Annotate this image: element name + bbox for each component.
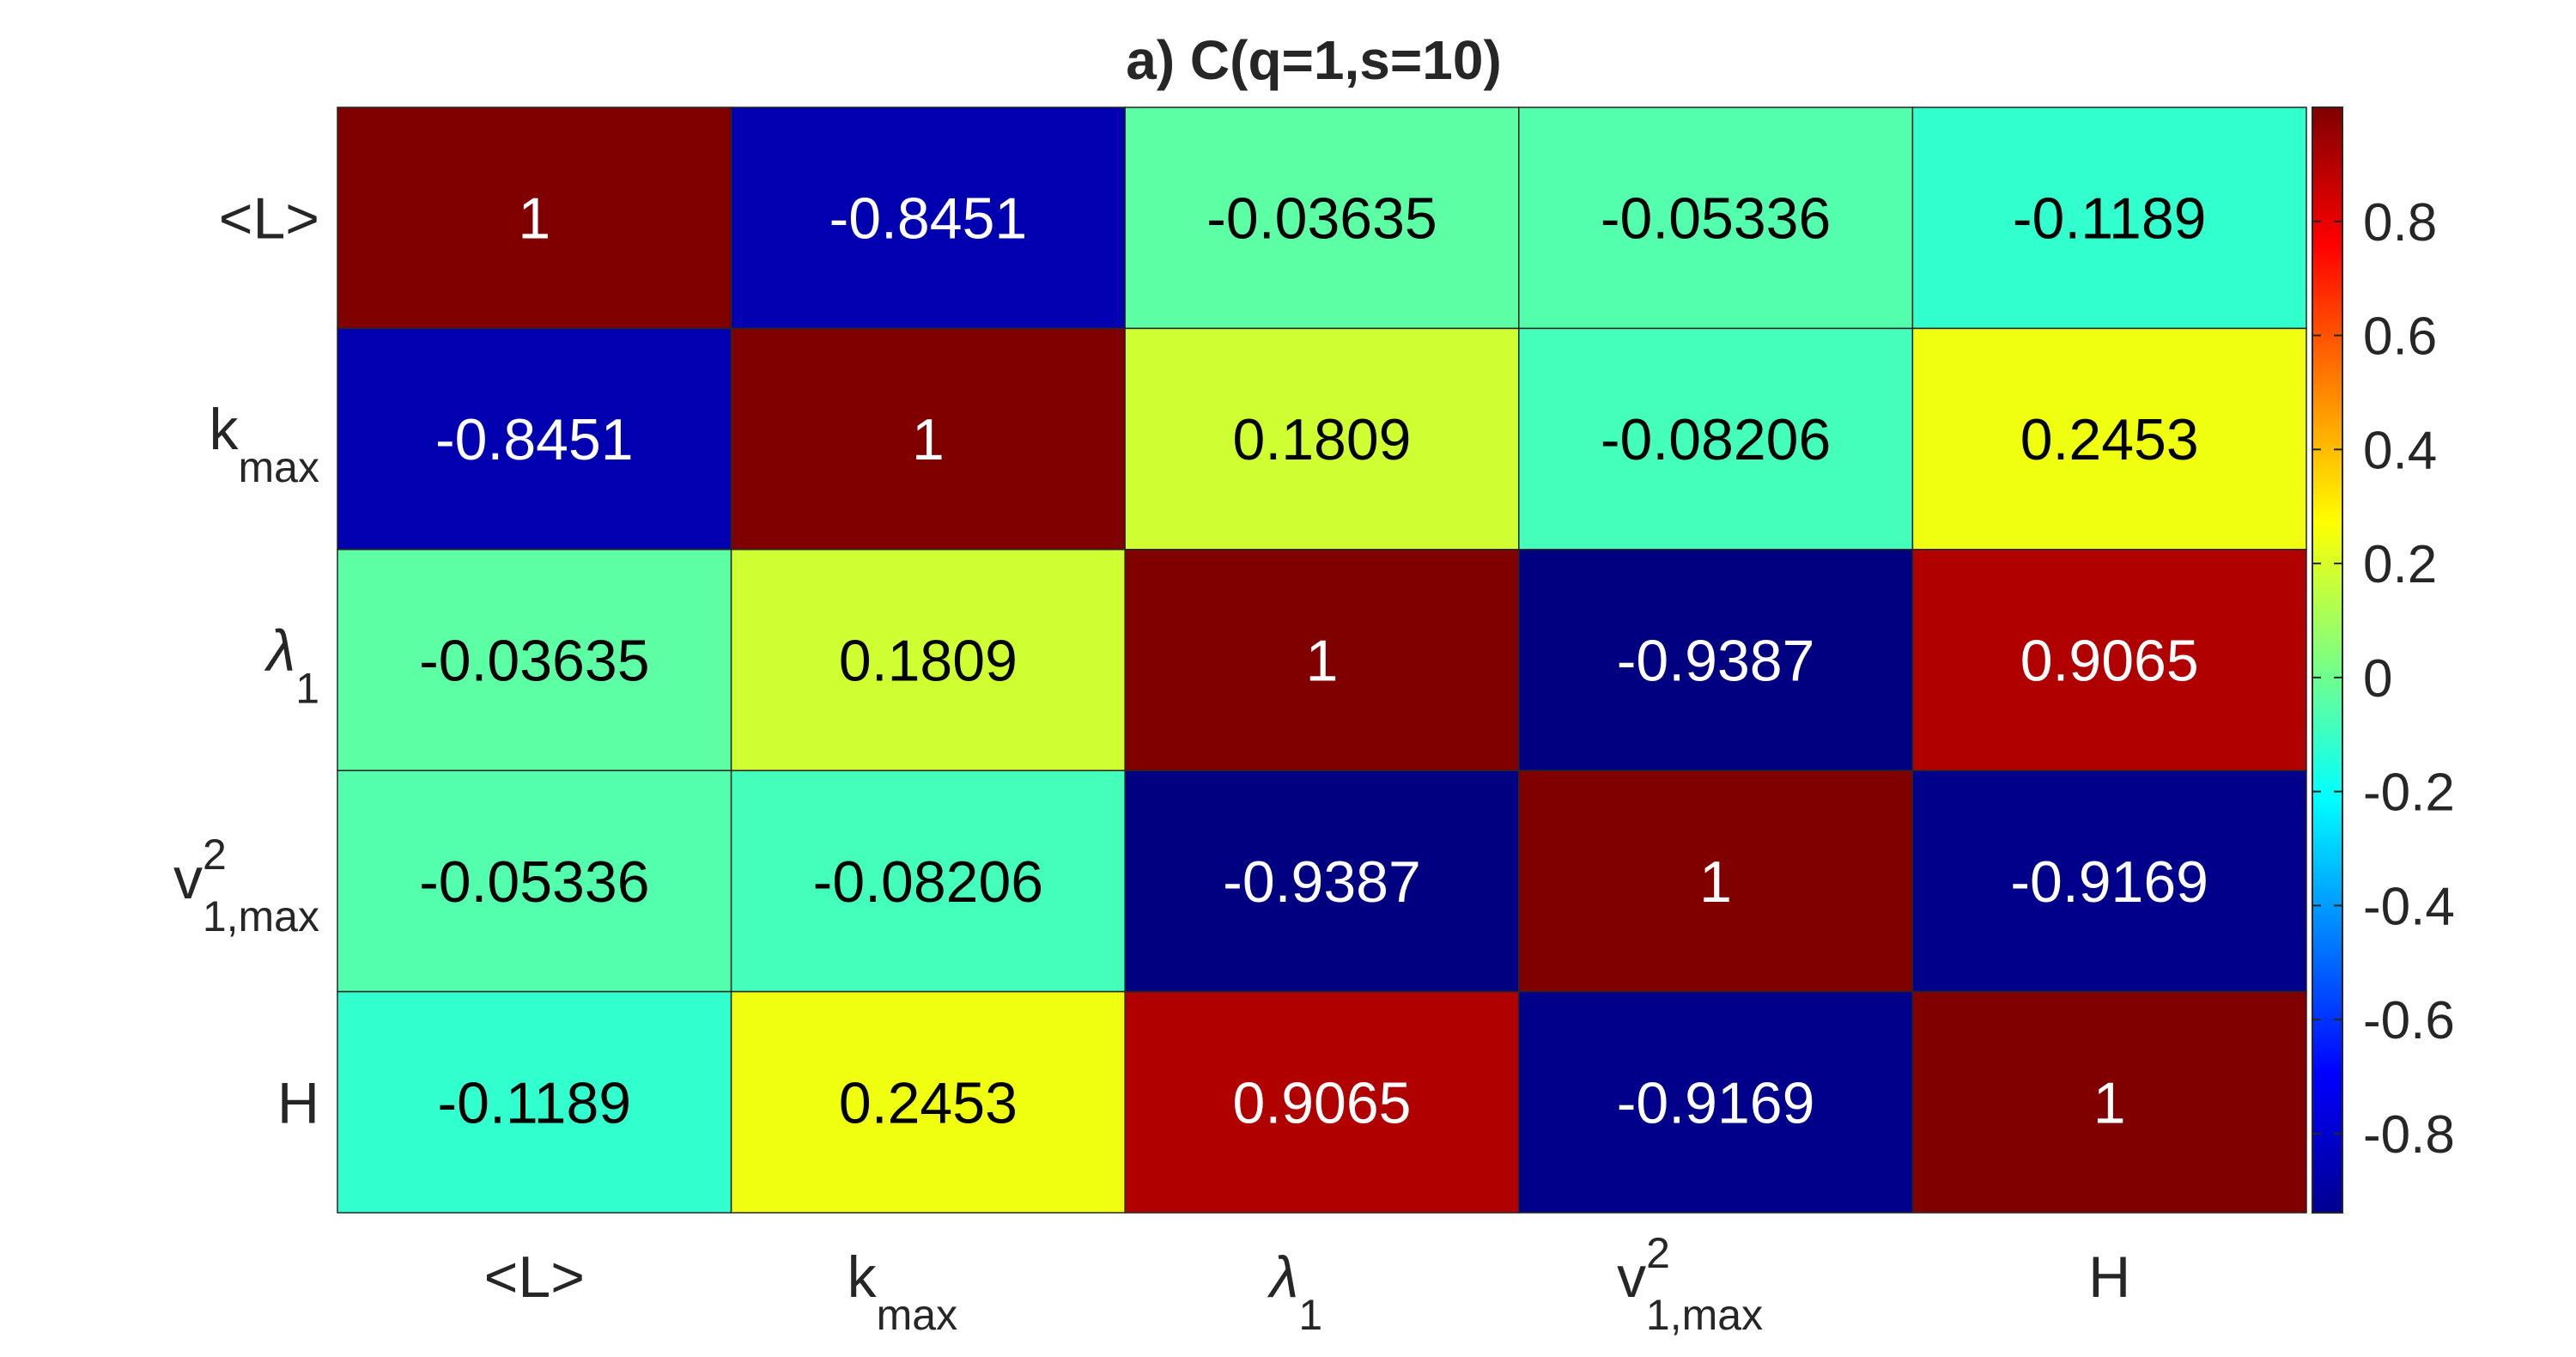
heatmap-cell	[730, 770, 1126, 993]
row-label-base: λ	[264, 618, 295, 684]
column-label-base: v	[1617, 1244, 1646, 1310]
column-label-base: <L>	[484, 1244, 585, 1310]
cell-value-label: -0.8451	[435, 407, 634, 472]
cell-value-label: -0.8451	[829, 186, 1028, 252]
cell-value-label: -0.03635	[1206, 186, 1437, 252]
heatmap-cells: 1 -0.8451 -0.03635 -0.05336 -0.1189 -0.8451 1 0…	[337, 106, 2307, 1214]
cell-value-label: 1	[2093, 1070, 2126, 1135]
column-label-base: k	[848, 1244, 878, 1310]
row-label-subscript: 1,max	[203, 892, 319, 940]
colorbar-tick-label: 0	[2363, 649, 2392, 709]
heatmap-cell	[1124, 327, 1520, 551]
column-label: kmax	[848, 1244, 957, 1339]
colorbar: -0.8 -0.6 -0.4 -0.2 0 0.2 0.4 0.6 0.8	[2312, 106, 2455, 1214]
row-label-base: <L>	[219, 186, 319, 252]
row-labels: <L> kmax λ1 v2 1,max H	[173, 186, 319, 1136]
heatmap-cell	[730, 327, 1126, 551]
column-label-base: H	[2088, 1244, 2130, 1310]
column-label-base: λ	[1267, 1244, 1298, 1310]
row-label: v2 1,max	[173, 831, 319, 940]
cell-value-label: 0.9065	[1233, 1070, 1412, 1135]
row-label-base: k	[210, 397, 240, 462]
heatmap-cell	[1911, 106, 2307, 330]
colorbar-ticks: -0.8 -0.6 -0.4 -0.2 0 0.2 0.4 0.6 0.8	[2312, 193, 2455, 1165]
column-labels: <L> kmax λ1 v2 1,max H	[484, 1229, 2131, 1339]
cell-value-label: 1	[1306, 629, 1339, 694]
row-label: λ1	[264, 618, 319, 713]
row-label: H	[277, 1070, 319, 1135]
cell-value-label: 0.2453	[839, 1070, 1018, 1135]
row-label: kmax	[210, 397, 319, 491]
cell-value-label: 1	[1699, 849, 1732, 915]
heatmap-cell	[1518, 770, 1914, 993]
column-label: v2 1,max	[1617, 1229, 1763, 1339]
colorbar-tick-label: -0.2	[2363, 764, 2455, 823]
colorbar-tick-label: -0.8	[2363, 1105, 2455, 1165]
row-label-subscript: 1	[295, 665, 319, 713]
heatmap-cell	[1518, 549, 1914, 771]
cell-value-label: -0.03635	[419, 629, 649, 694]
cell-value-label: -0.05336	[1601, 186, 1831, 252]
heatmap-cell	[730, 106, 1126, 330]
chart-title: a) C(q=1,s=10)	[1126, 29, 1502, 91]
cell-value-label: -0.08206	[1601, 407, 1831, 472]
colorbar-tick-label: 0.8	[2363, 193, 2437, 253]
heatmap-cell	[337, 990, 732, 1214]
cell-value-label: -0.1189	[438, 1070, 632, 1135]
row-label-subscript: max	[239, 443, 319, 491]
cell-value-label: -0.05336	[419, 849, 649, 915]
colorbar-tick-label: 0.4	[2363, 421, 2437, 480]
row-label-base: v	[173, 846, 203, 911]
cell-value-label: 0.1809	[1233, 407, 1412, 472]
heatmap-cell	[1518, 106, 1914, 330]
heatmap-cell	[730, 549, 1126, 771]
cell-value-label: 0.1809	[839, 629, 1018, 694]
cell-value-label: -0.9169	[2010, 849, 2208, 915]
heatmap-cell	[1911, 990, 2307, 1214]
heatmap-cell	[1911, 327, 2307, 551]
cell-value-label: 1	[518, 186, 550, 252]
heatmap-cell	[337, 770, 732, 993]
cell-value-label: -0.9387	[1617, 629, 1815, 694]
heatmap-cell	[1911, 549, 2307, 771]
heatmap-cell	[1124, 990, 1520, 1214]
heatmap-cell	[1124, 106, 1520, 330]
row-label-superscript: 2	[203, 831, 227, 879]
cell-value-label: -0.08206	[813, 849, 1043, 915]
cell-value-label: 0.9065	[2020, 629, 2199, 694]
column-label: λ1	[1267, 1244, 1322, 1339]
cell-value-label: 1	[912, 407, 945, 472]
heatmap-cell	[730, 990, 1126, 1214]
heatmap-cell	[1124, 549, 1520, 771]
colorbar-tick-label: 0.6	[2363, 307, 2437, 367]
heatmap-cell	[1124, 770, 1520, 993]
cell-value-label: -0.1189	[2013, 186, 2207, 252]
cell-value-label: 0.2453	[2020, 407, 2199, 472]
heatmap-cell	[337, 106, 732, 330]
colorbar-tick-label: -0.6	[2363, 991, 2455, 1050]
colorbar-gradient	[2312, 106, 2343, 1214]
row-label-base: H	[277, 1070, 319, 1135]
column-label-subscript: 1,max	[1646, 1291, 1763, 1339]
row-label: <L>	[219, 186, 319, 252]
colorbar-tick-label: -0.4	[2363, 877, 2455, 936]
cell-value-label: -0.9387	[1223, 849, 1421, 915]
heatmap-cell	[1911, 770, 2307, 993]
heatmap-cell	[337, 327, 732, 551]
column-label-superscript: 2	[1646, 1229, 1670, 1277]
column-label-subscript: 1	[1298, 1291, 1322, 1339]
column-label: <L>	[484, 1244, 585, 1310]
column-label: H	[2088, 1244, 2130, 1310]
column-label-subscript: max	[877, 1291, 957, 1339]
colorbar-tick-label: 0.2	[2363, 535, 2437, 594]
cell-value-label: -0.9169	[1617, 1070, 1815, 1135]
